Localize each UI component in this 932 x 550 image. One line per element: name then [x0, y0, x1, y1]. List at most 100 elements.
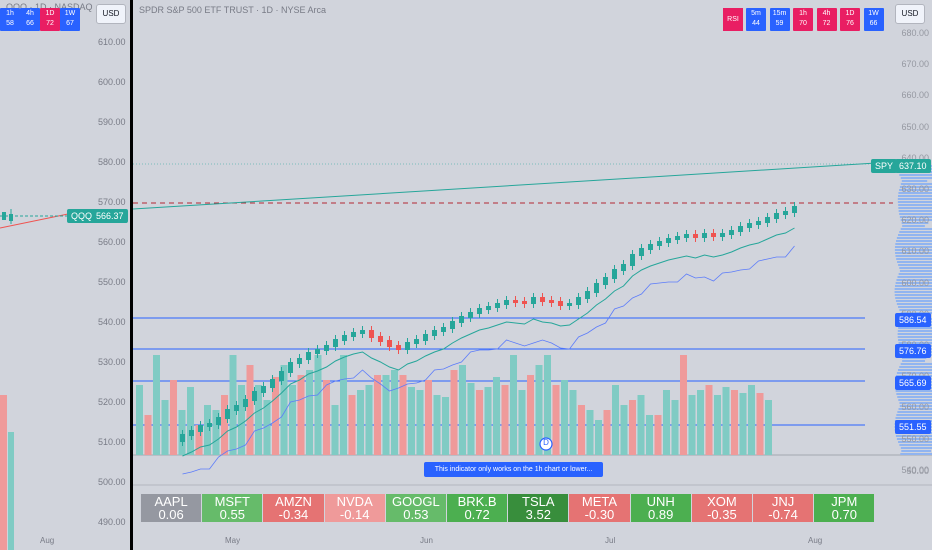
spy-tf-5: 1W 66: [863, 8, 884, 31]
stock-change: 3.52: [525, 507, 551, 522]
volume-bar: [238, 385, 245, 455]
qqq-axis-tick: 540.00: [98, 317, 126, 327]
volume-profile-bar: [896, 237, 932, 239]
volume-profile-bar: [895, 297, 932, 299]
candle-body: [270, 379, 275, 388]
stock-cell[interactable]: NVDA -0.14: [324, 494, 385, 522]
volume-profile-bar: [897, 330, 932, 332]
stock-cell[interactable]: MSFT 0.55: [202, 494, 263, 522]
candle-body: [513, 300, 518, 303]
volume-profile-bar: [901, 222, 929, 224]
volume-profile-bar: [899, 267, 932, 269]
candle-body: [315, 349, 320, 354]
volume-profile-bar: [899, 309, 932, 311]
volume-profile-bar: [897, 369, 932, 371]
candle-body: [603, 277, 608, 285]
volume-bar: [765, 400, 772, 455]
month-may: May: [225, 536, 241, 545]
volume-profile-bar: [895, 300, 932, 302]
volume-bar: [586, 410, 594, 455]
volume-profile-bar: [897, 396, 932, 398]
stock-cell[interactable]: UNH 0.89: [630, 494, 691, 522]
volume-bar: [433, 395, 441, 455]
stock-symbol: XOM: [707, 494, 737, 509]
volume-profile-bar: [900, 447, 932, 449]
volume-profile-bar: [901, 357, 927, 359]
stock-cell[interactable]: GOOGL 0.53: [385, 494, 446, 522]
volume-bar: [425, 380, 432, 455]
volume-bar: [255, 385, 262, 455]
volume-bar: [323, 380, 330, 455]
candle-body: [495, 303, 500, 308]
candle-body: [360, 330, 365, 334]
stock-cell[interactable]: AAPL 0.06: [141, 494, 202, 522]
candle-body: [621, 264, 626, 271]
spy-chart-canvas: [133, 161, 932, 486]
candle-body: [405, 342, 410, 350]
volume-profile-bar: [898, 264, 932, 266]
candle-body: [765, 217, 770, 223]
candle-body: [288, 362, 293, 373]
volume-bar: [654, 415, 662, 455]
volume-profile-bar: [898, 204, 932, 206]
stock-change: -0.30: [584, 507, 615, 522]
candle-body: [558, 301, 563, 306]
qqq-chart-pane[interactable]: QQQ · 1D · NASDAQ 1h 58 4h 66 1D 72 1W 67 US…: [0, 0, 130, 550]
indicator-notice[interactable]: This indicator only works on the 1h char…: [424, 462, 603, 477]
qqq-price-tag: 566.37: [92, 209, 128, 223]
candle-body: [702, 233, 707, 238]
candle-body: [441, 327, 446, 332]
volume-profile-bar: [897, 276, 932, 278]
spy-currency-button[interactable]: USD: [895, 4, 925, 24]
spy-axis-tick: 640.00: [901, 152, 929, 163]
qqq-axis-tick: 590.00: [98, 117, 126, 127]
volume-bar: [612, 385, 619, 455]
volume-profile-bar: [894, 249, 932, 251]
volume-bar: [187, 387, 194, 455]
candle-body: [693, 234, 698, 238]
candle-body: [333, 339, 338, 347]
candle-body: [684, 234, 689, 238]
stock-symbol: AAPL: [154, 494, 188, 509]
stock-symbol: JNJ: [771, 494, 795, 509]
level-tag-2: 576.76: [895, 344, 931, 358]
volume-profile-bar: [897, 198, 932, 200]
stock-cell[interactable]: XOM -0.35: [691, 494, 752, 522]
stock-cell[interactable]: TSLA 3.52: [508, 494, 569, 522]
qqq-chart-title: QQQ · 1D · NASDAQ: [6, 2, 93, 12]
month-jul: Jul: [605, 536, 616, 545]
volume-profile-bar: [896, 393, 932, 395]
volume-profile-bar: [894, 291, 932, 293]
spy-chart-pane[interactable]: SPDR S&P 500 ETF TRUST · 1D · NYSE Arca: [133, 0, 932, 550]
volume-profile-bar: [900, 177, 932, 179]
volume-profile-bar: [897, 333, 932, 335]
pane-divider[interactable]: [130, 0, 133, 550]
stock-cell[interactable]: BRK.B 0.72: [447, 494, 508, 522]
candle-body: [189, 430, 194, 436]
volume-bar: [382, 375, 390, 455]
dividend-event-marker[interactable]: D: [543, 438, 549, 447]
candle-body: [387, 340, 392, 347]
volume-bar: [416, 390, 424, 455]
volume-bar: [484, 387, 492, 455]
volume-profile-bar: [896, 372, 932, 374]
stock-cell[interactable]: JNJ -0.74: [753, 494, 814, 522]
qqq-axis-tick: 580.00: [98, 157, 126, 167]
volume-bar: [357, 390, 364, 455]
rsi-indicator-label: RSI: [723, 8, 743, 31]
spy-tf-0: 5m 44: [746, 8, 766, 31]
candle-body: [486, 306, 491, 310]
qqq-currency-button[interactable]: USD: [96, 4, 126, 24]
volume-bar: [272, 377, 279, 455]
candle-body: [450, 321, 455, 329]
stock-cell[interactable]: META -0.30: [569, 494, 630, 522]
volume-profile-bar: [899, 444, 932, 446]
volume-profile-bar: [901, 180, 928, 182]
volume-profile-bar: [901, 450, 931, 452]
stock-cell[interactable]: AMZN -0.34: [263, 494, 324, 522]
stock-change: 0.55: [219, 507, 245, 522]
stock-cell[interactable]: JPM 0.70: [814, 494, 875, 522]
spy-axis-tick: 670.00: [901, 59, 929, 70]
spy-axis-tick: 630.00: [901, 184, 929, 194]
candle-body: [225, 409, 230, 419]
